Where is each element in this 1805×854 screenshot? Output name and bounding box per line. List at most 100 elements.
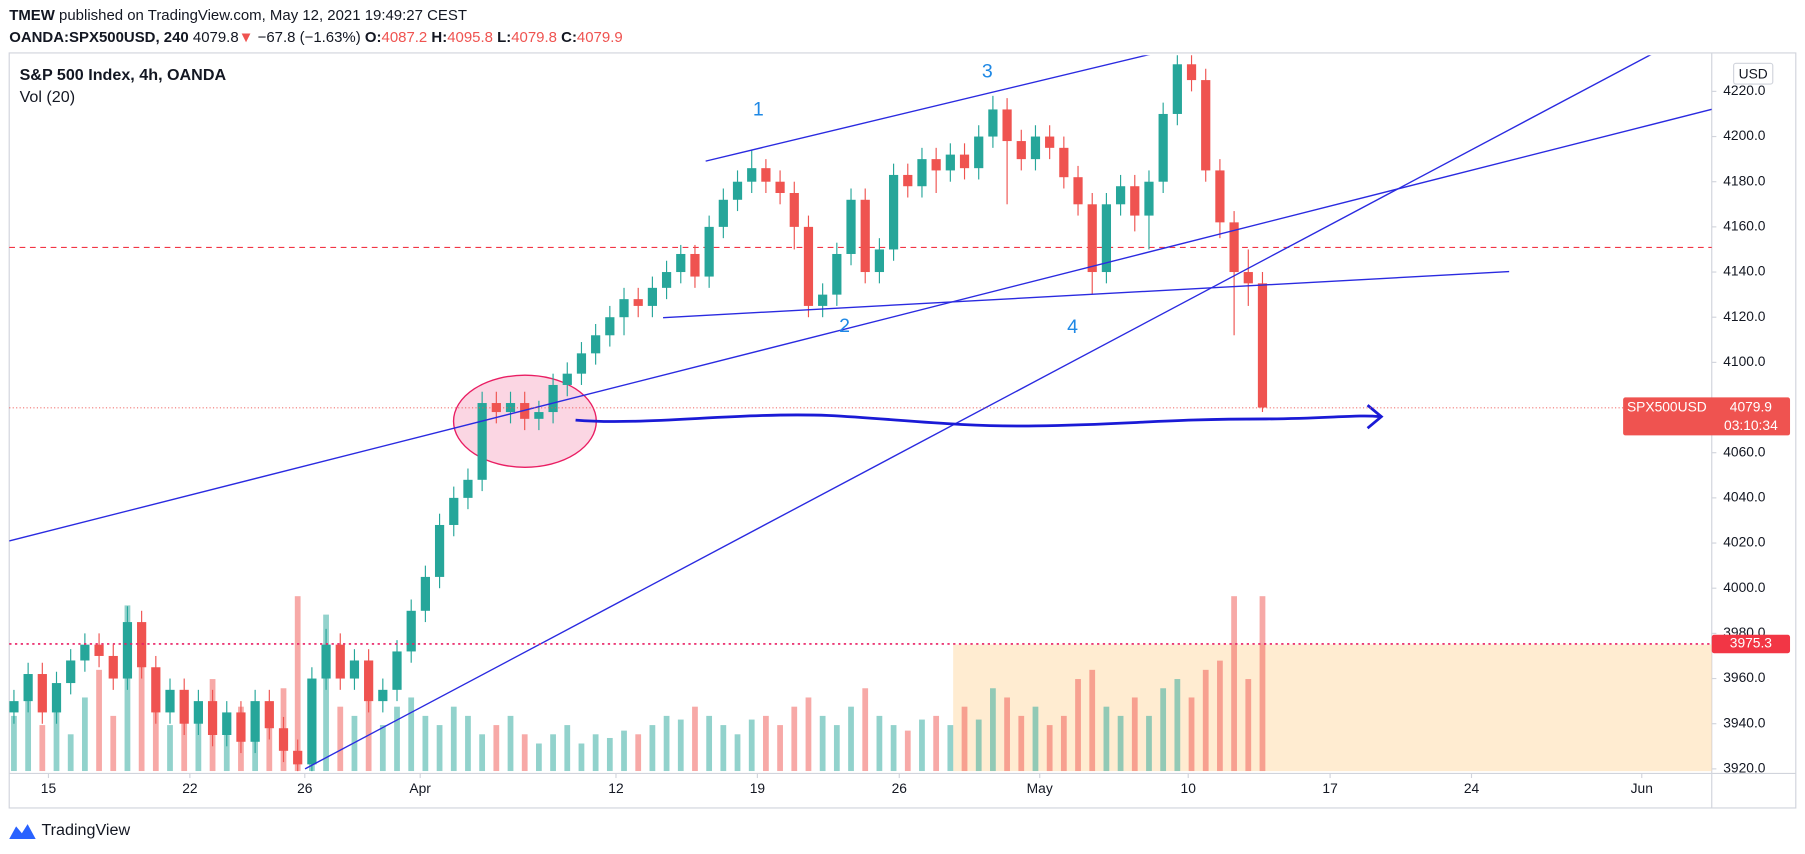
annotation: 1 xyxy=(753,99,764,121)
candle-body xyxy=(23,674,33,702)
volume-bar xyxy=(1018,715,1025,772)
candle-body xyxy=(165,689,175,713)
candle-body xyxy=(236,712,246,742)
projection-arrow xyxy=(575,404,1384,430)
volume-bar xyxy=(337,706,344,772)
x-tick-label: 10 xyxy=(1181,780,1197,796)
volume-bar xyxy=(67,734,74,772)
x-tick-label: 12 xyxy=(608,780,623,796)
candle-body xyxy=(80,644,90,661)
volume-bar xyxy=(819,715,826,772)
alert-tag xyxy=(1711,634,1791,654)
candle-body xyxy=(718,199,728,227)
candle-body xyxy=(1130,186,1140,216)
candle-body xyxy=(179,689,189,724)
volume-bar xyxy=(82,697,88,772)
candle-body xyxy=(94,644,104,656)
indicator-label: Vol (20) xyxy=(20,88,76,106)
candle-body xyxy=(364,660,374,702)
volume-bar xyxy=(1117,715,1124,772)
x-tick-label: 17 xyxy=(1322,780,1337,796)
volume-bar xyxy=(422,715,429,772)
volume-bar xyxy=(1160,688,1167,772)
candle-body xyxy=(1144,181,1154,216)
candle-body xyxy=(406,610,416,652)
candle-body xyxy=(1045,136,1055,148)
y-tick-label: 4160.0 xyxy=(1723,218,1766,234)
candle-body xyxy=(1087,204,1097,273)
l: 4079.8 xyxy=(511,29,557,46)
candle-body xyxy=(534,412,544,419)
candle-body xyxy=(832,253,842,295)
change-arrow: ▼ xyxy=(239,29,254,46)
last: 4079.8 xyxy=(193,29,239,46)
y-tick-label: 4180.0 xyxy=(1723,172,1766,188)
candle-body xyxy=(9,701,19,713)
candle-body xyxy=(548,384,558,413)
volume-bar xyxy=(550,734,556,772)
trend-line xyxy=(663,270,1510,319)
candle-body xyxy=(959,154,970,169)
volume-bar xyxy=(11,715,17,772)
candle-body xyxy=(392,651,402,690)
y-tick-label: 4100.0 xyxy=(1723,353,1766,369)
y-tick-label: 4060.0 xyxy=(1723,443,1766,459)
c-label: C: xyxy=(561,29,577,46)
volume-bar xyxy=(521,734,528,772)
volume-bar xyxy=(351,715,358,772)
candle-body xyxy=(732,181,743,200)
price-tag-name: SPX500USD xyxy=(1627,398,1707,414)
candle-body xyxy=(647,287,657,306)
candle-body xyxy=(846,199,856,254)
volume-bar xyxy=(1146,715,1152,772)
volume-bar xyxy=(493,725,500,772)
volume-bar xyxy=(323,614,329,772)
x-tick-label: 26 xyxy=(297,780,313,796)
volume-bar xyxy=(110,715,117,772)
trend-line xyxy=(9,108,1712,542)
volume-bar xyxy=(223,725,230,772)
volume-bar xyxy=(947,725,954,772)
currency-box xyxy=(1733,62,1774,85)
volume-bar xyxy=(635,734,642,772)
candle-body xyxy=(222,712,232,735)
published: published on TradingView.com, May 12, 20… xyxy=(55,7,467,24)
volume-bar xyxy=(876,715,883,772)
volume-bar xyxy=(734,734,741,772)
volume-bar xyxy=(96,669,102,772)
annotation: 2 xyxy=(839,315,850,337)
y-tick-label: 4000.0 xyxy=(1723,579,1766,595)
trend-line xyxy=(705,55,1150,162)
annotation: 4 xyxy=(1067,316,1078,338)
brand-name: TradingView xyxy=(41,821,130,839)
volume-bar xyxy=(436,725,443,772)
candle-body xyxy=(37,674,47,713)
volume-bar xyxy=(649,725,656,772)
volume-bar xyxy=(507,715,514,772)
candle-body xyxy=(1215,170,1225,223)
volume-bar xyxy=(365,688,372,772)
volume-bar xyxy=(904,730,911,772)
o: 4087.2 xyxy=(382,29,428,46)
volume-bar xyxy=(748,719,755,772)
candle-body xyxy=(704,226,714,277)
candle-body xyxy=(66,660,76,684)
volume-bar xyxy=(1103,706,1110,772)
volume-bar xyxy=(862,688,869,772)
candle-body xyxy=(1229,222,1239,273)
volume-bar xyxy=(606,737,613,772)
candle-body xyxy=(1115,186,1126,205)
y-tick-label: 3920.0 xyxy=(1723,760,1766,776)
volume-bar xyxy=(294,596,301,772)
volume-bar xyxy=(379,725,386,772)
candle-body xyxy=(420,576,430,611)
x-tick-label: 24 xyxy=(1464,780,1480,796)
y-tick-label: 3940.0 xyxy=(1723,714,1766,730)
candle-body xyxy=(974,136,984,169)
candle-body xyxy=(945,154,955,171)
volume-bar xyxy=(479,734,486,772)
candle-body xyxy=(931,159,941,171)
x-tick-label: 22 xyxy=(182,780,197,796)
volume-bar xyxy=(1259,596,1266,772)
